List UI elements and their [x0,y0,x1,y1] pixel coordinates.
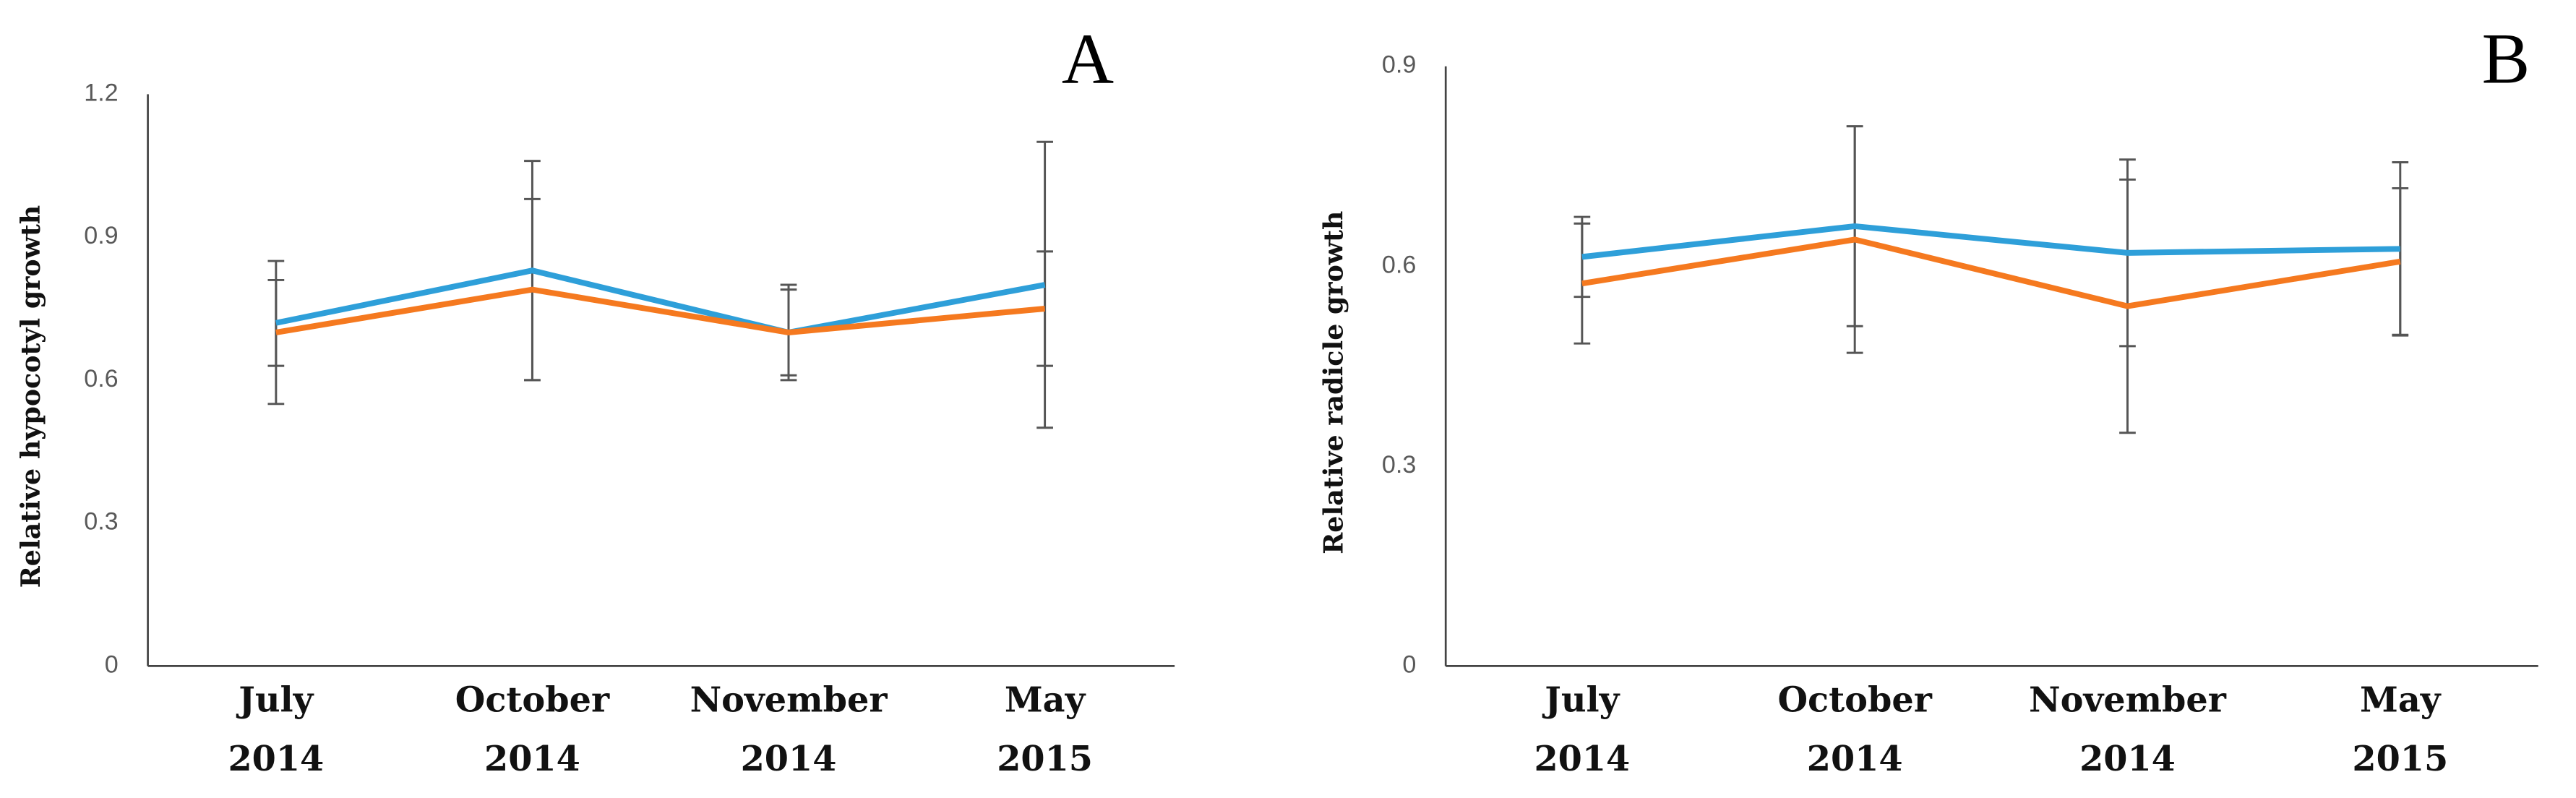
x-tick-label: October 2014 [1777,679,1932,779]
error-bar [1573,222,1591,345]
y-tick-label: 0.3 [1382,451,1416,479]
series-line [1581,236,2401,309]
x-tick-label: November 2014 [690,679,888,779]
x-tick-label: July 2014 [1534,679,1630,779]
y-tick-label: 0 [1402,651,1416,678]
series-line [275,286,1045,335]
panel-label: B [2482,19,2530,99]
y-tick-label: 1.2 [84,79,118,106]
y-axis-label: Relative radicle growth [1318,211,1349,554]
series-line [275,267,1046,336]
y-tick-label: 0.9 [84,222,118,249]
y-tick-label: 0 [105,651,119,678]
x-tick-label: May 2015 [2352,679,2448,779]
panel-label: A [1062,19,1114,99]
x-tick-label: November 2014 [2029,679,2227,779]
series-line [1581,223,2400,260]
x-tick-label: May 2015 [997,679,1093,779]
y-tick-label: 0.3 [84,508,118,536]
y-tick-label: 0.9 [1382,51,1416,79]
x-tick-label: July 2014 [228,679,324,779]
y-tick-label: 0.6 [1382,251,1416,278]
x-tick-label: October 2014 [455,679,610,779]
y-axis-label: Relative hypocotyl growth [15,205,46,588]
y-tick-label: 0.6 [84,365,118,392]
